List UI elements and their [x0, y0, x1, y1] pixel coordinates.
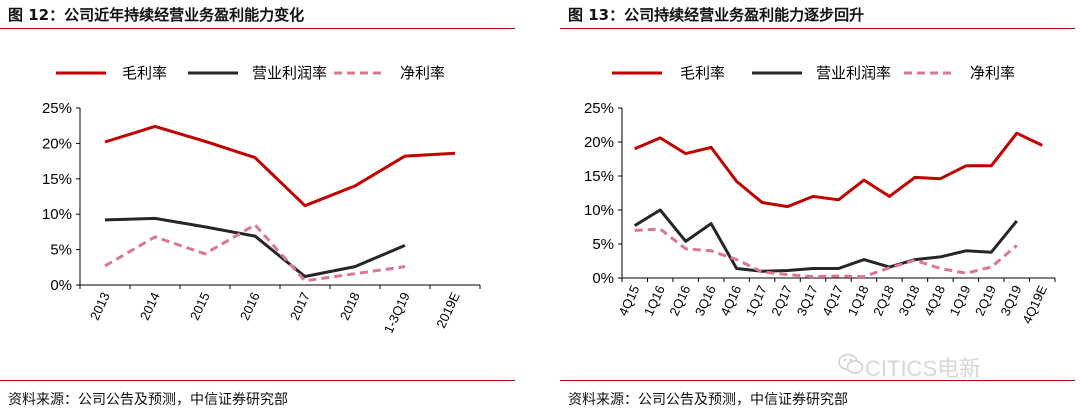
y-tick-label: 10%: [42, 206, 72, 223]
x-tick-label: 4Q16: [717, 283, 744, 318]
x-tick-label: 2015: [187, 290, 213, 323]
series-line: [104, 216, 406, 278]
y-tick-label: 15%: [584, 168, 614, 185]
legend-item: 毛利率: [56, 64, 167, 82]
y-tick-label: 10%: [584, 202, 614, 219]
chart-panel-left: 图 12：公司近年持续经营业务盈利能力变化 毛利率 营业利润率 净利率 0% 5% 10%…: [0, 0, 515, 414]
legend-label: 营业利润率: [252, 64, 327, 82]
source-note: 资料来源：公司公告及预测，中信证券研究部: [8, 392, 288, 408]
x-tick-label: 2016: [237, 290, 263, 323]
y-tick-label: 5%: [592, 236, 614, 253]
y-tick-label: 20%: [584, 134, 614, 151]
legend-item: 营业利润率: [188, 64, 327, 82]
series-line: [104, 124, 456, 208]
chart-panel-right: 图 13：公司持续经营业务盈利能力逐步回升 毛利率 营业利润率 净利率 0% 5% 10%…: [560, 0, 1075, 414]
legend-label: 净利率: [400, 64, 445, 82]
legend-label: 净利率: [970, 64, 1015, 82]
wechat-icon: [838, 353, 864, 374]
x-tick-label: 2Q17: [768, 283, 795, 318]
x-tick-label: 2019E: [433, 290, 463, 331]
legend-item: 净利率: [904, 64, 1015, 82]
title-divider: [0, 28, 515, 29]
x-tick-label: 3Q16: [692, 283, 719, 318]
watermark: CITICS电新: [865, 356, 982, 381]
x-tick-label: 2013: [87, 290, 113, 323]
legend-label: 营业利润率: [816, 64, 891, 82]
source-divider: [560, 380, 1075, 381]
y-tick-label: 15%: [42, 171, 72, 188]
y-tick-label: 5%: [50, 242, 72, 259]
x-tick-label: 2014: [137, 290, 163, 323]
source-note: 资料来源：公司公告及预测，中信证券研究部: [568, 392, 848, 408]
legend-label: 毛利率: [122, 64, 167, 82]
x-tick-label: 2Q16: [666, 283, 693, 318]
x-tick-label: 1Q18: [845, 283, 872, 318]
x-tick-label: 2018: [337, 290, 363, 323]
y-tick-label: 25%: [42, 100, 72, 117]
series-line: [634, 131, 1043, 209]
title-divider: [560, 28, 1075, 29]
y-tick-label: 20%: [42, 135, 72, 152]
series-line: [634, 227, 1018, 279]
x-tick-label: 4Q18: [921, 283, 948, 318]
x-tick-label: 1Q16: [641, 283, 668, 318]
chart-title: 图 13：公司持续经营业务盈利能力逐步回升: [568, 6, 865, 24]
x-tick-label: 4Q15: [615, 283, 642, 318]
x-tick-label: 3Q17: [794, 283, 821, 318]
legend-item: 净利率: [334, 64, 445, 82]
x-tick-label: 3Q18: [896, 283, 923, 318]
chart-title: 图 12：公司近年持续经营业务盈利能力变化: [8, 6, 305, 24]
chart-svg: 毛利率 营业利润率 净利率 0% 5% 10% 15% 20% 25% 2013 2014 2015 2…: [42, 64, 481, 336]
series-line: [633, 208, 1018, 273]
y-tick-label: 25%: [584, 100, 614, 117]
x-tick-label: 2Q18: [870, 283, 897, 318]
x-tick-label: 2017: [287, 290, 313, 323]
x-tick-label: 1Q17: [743, 283, 770, 318]
x-tick-label: 2Q19: [972, 283, 999, 318]
legend-label: 毛利率: [680, 64, 725, 82]
chart-svg: 毛利率 营业利润率 净利率0%5%10%15%20%25%4Q151Q162Q163…: [584, 64, 1056, 326]
legend-item: 毛利率: [612, 64, 725, 82]
legend-item: 营业利润率: [752, 64, 891, 82]
x-tick-label: 4Q17: [819, 283, 846, 318]
x-tick-label: 1Q19: [947, 283, 974, 318]
y-tick-label: 0%: [50, 277, 72, 294]
source-divider: [0, 380, 515, 381]
series-line: [104, 223, 406, 283]
x-tick-label: 3Q19: [997, 283, 1024, 318]
x-tick-label: 1-3Q19: [381, 290, 413, 336]
y-tick-label: 0%: [592, 270, 614, 287]
